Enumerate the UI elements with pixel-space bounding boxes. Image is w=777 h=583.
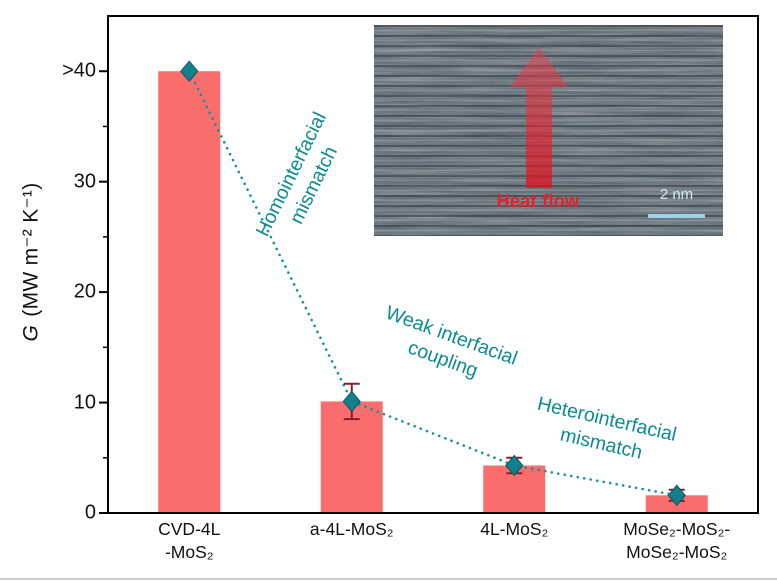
- x-category-label-3: MoSe₂-MoS₂- MoSe₂-MoS₂: [623, 518, 730, 564]
- y-tick-label: 30: [73, 170, 96, 193]
- heat-flow-arrow-icon: [510, 47, 568, 188]
- bar-0: [158, 71, 221, 513]
- x-category-label-1: a-4L-MoS₂: [310, 518, 394, 541]
- y-axis-label: G (MW m⁻² K⁻¹): [19, 183, 44, 342]
- marker-3: [667, 484, 686, 507]
- x-category-line: -MoS₂: [164, 542, 214, 562]
- marker-1: [342, 390, 361, 413]
- scale-bar: [648, 214, 705, 218]
- tem-texture: [374, 25, 723, 236]
- x-category-line: a-4L-MoS₂: [309, 519, 394, 539]
- heat-flow-label: Heat flow: [496, 191, 580, 211]
- x-category-line: 4L-MoS₂: [480, 519, 549, 539]
- x-category-label-0: CVD-4L -MoS₂: [158, 518, 220, 564]
- plot-frame: [107, 15, 759, 514]
- tem-inset-image: Heat flow 2 nm: [374, 25, 723, 236]
- y-tick-label: 20: [73, 280, 96, 303]
- x-category-line: MoSe₂-MoS₂: [626, 542, 728, 562]
- scale-bar-label: 2 nm: [659, 186, 694, 203]
- x-category-line: CVD-4L: [158, 519, 221, 539]
- trend-line: [187, 69, 679, 497]
- y-tick-label: 0: [84, 501, 96, 524]
- x-category-label-2: 4L-MoS₂: [480, 518, 548, 541]
- marker-0: [180, 60, 199, 82]
- y-axis-label-symbol: G: [19, 324, 43, 342]
- y-tick-label: >40: [62, 59, 96, 82]
- marker-2: [505, 454, 524, 477]
- y-tick-label: 10: [73, 391, 96, 414]
- y-axis-label-units: (MW m⁻² K⁻¹): [19, 182, 43, 323]
- bottom-divider: [0, 578, 777, 580]
- x-category-line: MoSe₂-MoS₂-: [623, 519, 731, 539]
